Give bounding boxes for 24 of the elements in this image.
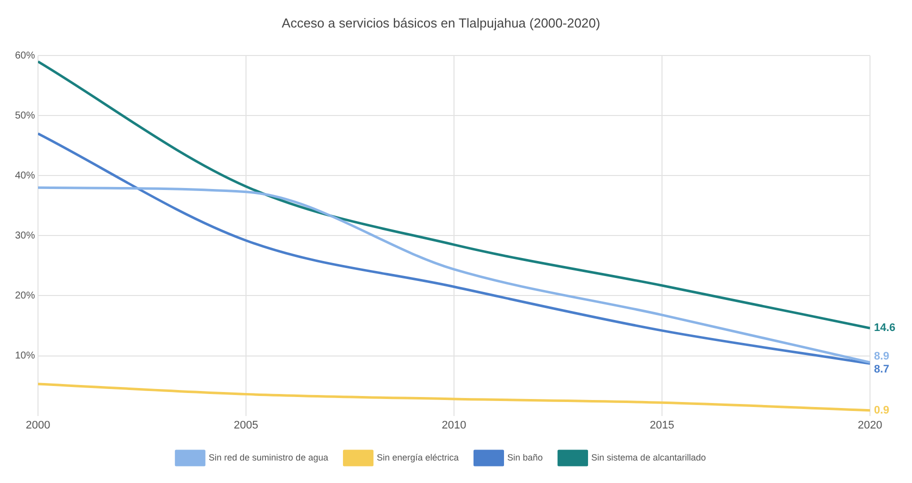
x-tick-label: 2020 (858, 419, 882, 432)
x-tick-label: 2015 (650, 419, 674, 432)
y-tick-label: 60% (15, 50, 36, 62)
y-tick-label: 10% (15, 350, 36, 362)
x-tick-label: 2005 (234, 419, 258, 432)
y-tick-label: 30% (15, 230, 36, 242)
y-tick-label: 40% (15, 170, 36, 182)
data-label: 8.7 (874, 364, 890, 376)
chart-title: Acceso a servicios básicos en Tlalpujahua (2000-2020) (282, 15, 600, 30)
legend-label: Sin energía eléctrica (376, 452, 459, 462)
data-label: 14.6 (874, 322, 896, 334)
data-label: 8.9 (874, 350, 890, 362)
data-label: 0.9 (874, 404, 890, 416)
line-series (38, 60, 870, 330)
y-tick-label: 50% (15, 110, 36, 122)
legend-label: Sin red de suministro de agua (208, 452, 328, 462)
x-tick-label: 2000 (26, 419, 50, 432)
legend-label: Sin baño (507, 452, 543, 462)
legend-label: Sin sistema de alcantarillado (591, 452, 706, 462)
line-series (38, 132, 870, 365)
y-tick-label: 20% (15, 290, 36, 302)
x-tick-label: 2010 (442, 419, 466, 432)
line-series (38, 382, 870, 412)
line-series (38, 186, 870, 364)
